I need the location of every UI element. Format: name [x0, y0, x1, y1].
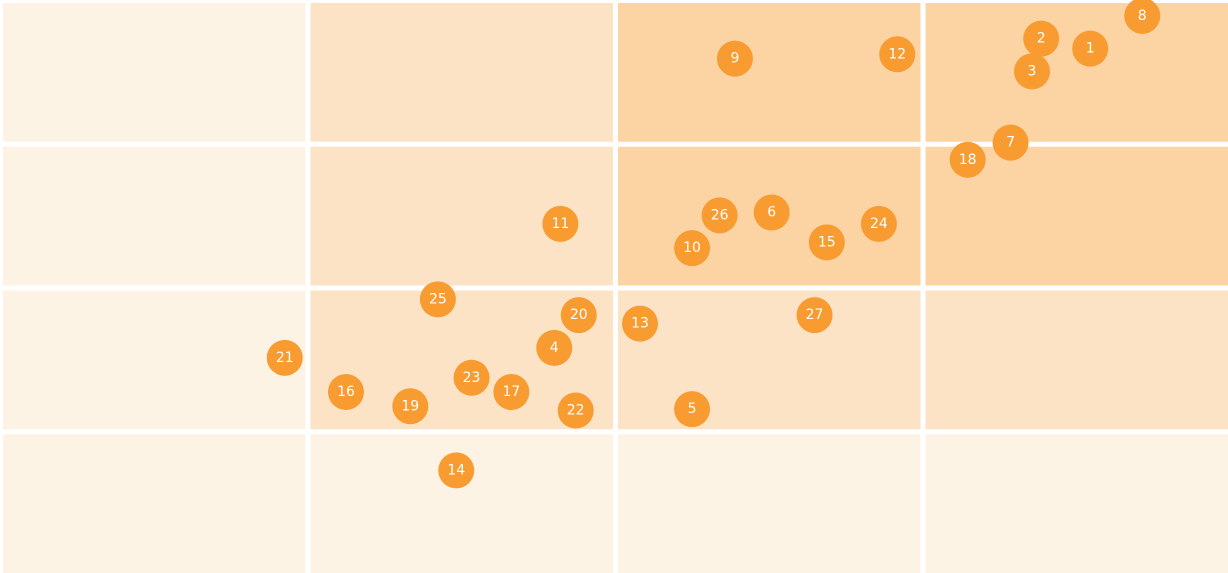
data-point-marker	[542, 205, 579, 242]
grid-cell-r4-c1	[3, 434, 306, 573]
data-point-label: 20	[570, 307, 588, 323]
data-point-13: 13	[622, 305, 658, 342]
data-point-label: 2	[1037, 31, 1046, 47]
data-point-label: 24	[870, 216, 888, 232]
data-point-label: 26	[711, 207, 729, 223]
data-point-label: 3	[1028, 63, 1037, 79]
data-point-14: 14	[438, 452, 475, 489]
data-point-8: 8	[1124, 0, 1161, 34]
data-point-marker	[753, 194, 790, 231]
data-point-marker	[557, 392, 594, 429]
data-point-marker	[536, 329, 573, 366]
data-point-marker	[266, 339, 303, 376]
grid-cell-r1-c4	[925, 3, 1228, 142]
grid-cell-r1-c2	[310, 3, 613, 142]
data-point-25: 25	[419, 281, 456, 318]
data-point-26: 26	[701, 197, 738, 234]
data-point-16: 16	[328, 374, 364, 411]
data-point-20: 20	[560, 297, 597, 334]
data-point-label: 10	[683, 240, 701, 256]
data-point-label: 23	[463, 370, 481, 386]
grid-cell-r4-c4	[925, 434, 1228, 573]
data-point-label: 21	[276, 350, 294, 366]
data-point-7: 7	[992, 124, 1029, 161]
data-point-marker	[949, 141, 986, 178]
data-point-27: 27	[796, 297, 833, 334]
data-point-10: 10	[674, 230, 711, 267]
data-point-5: 5	[674, 391, 711, 428]
data-point-marker	[796, 297, 833, 334]
data-point-11: 11	[542, 205, 579, 242]
data-point-marker	[992, 124, 1029, 161]
data-point-12: 12	[879, 36, 916, 73]
data-point-23: 23	[453, 359, 490, 396]
data-point-2: 2	[1023, 20, 1060, 57]
data-point-label: 14	[447, 462, 465, 478]
data-point-marker	[328, 374, 364, 411]
data-point-label: 4	[550, 340, 559, 356]
data-point-marker	[701, 197, 738, 234]
data-point-21: 21	[266, 339, 303, 376]
data-point-label: 5	[688, 401, 697, 417]
data-point-3: 3	[1014, 53, 1050, 90]
data-point-marker	[716, 40, 753, 77]
data-point-15: 15	[808, 224, 845, 261]
data-point-marker	[1014, 53, 1050, 90]
data-point-marker	[419, 281, 456, 318]
data-point-label: 16	[337, 384, 355, 400]
data-point-label: 13	[631, 316, 649, 332]
data-point-marker	[1023, 20, 1060, 57]
data-point-label: 25	[429, 291, 447, 307]
data-point-17: 17	[493, 374, 530, 411]
grid-cell-r3-c1	[3, 290, 306, 430]
data-point-label: 15	[818, 234, 836, 250]
data-point-1: 1	[1072, 30, 1109, 67]
grid-cell-r1-c1	[3, 3, 306, 142]
data-point-6: 6	[753, 194, 790, 231]
data-point-marker	[879, 36, 916, 73]
data-point-label: 9	[730, 51, 739, 67]
data-point-label: 18	[959, 152, 977, 168]
data-point-marker	[1072, 30, 1109, 67]
data-point-marker	[808, 224, 845, 261]
data-point-label: 19	[401, 398, 419, 414]
data-point-marker	[560, 297, 597, 334]
grid-cell-r2-c1	[3, 146, 306, 286]
data-point-18: 18	[949, 141, 986, 178]
data-point-marker	[1124, 0, 1161, 34]
grid-cell-r3-c3	[618, 290, 921, 430]
data-point-marker	[453, 359, 490, 396]
data-point-label: 7	[1006, 135, 1015, 151]
data-point-24: 24	[860, 205, 897, 242]
data-point-marker	[392, 388, 429, 425]
data-point-label: 6	[767, 204, 776, 220]
data-point-marker	[674, 230, 711, 267]
data-point-marker	[860, 205, 897, 242]
data-point-22: 22	[557, 392, 594, 429]
data-point-label: 11	[551, 216, 569, 232]
data-point-label: 12	[888, 46, 906, 62]
grid-cells	[3, 3, 1228, 573]
data-point-label: 8	[1138, 8, 1147, 24]
data-point-9: 9	[716, 40, 753, 77]
data-point-marker	[493, 374, 530, 411]
data-point-marker	[438, 452, 475, 489]
data-point-marker	[674, 391, 711, 428]
data-point-label: 1	[1086, 41, 1095, 57]
data-point-label: 27	[806, 307, 824, 323]
data-point-marker	[622, 305, 658, 342]
data-point-label: 17	[502, 384, 520, 400]
data-point-label: 22	[567, 403, 585, 419]
grid-cell-r4-c3	[618, 434, 921, 573]
grid-cell-r3-c4	[925, 290, 1228, 430]
grid-cell-r1-c3	[618, 3, 921, 142]
data-point-4: 4	[536, 329, 573, 366]
data-point-19: 19	[392, 388, 429, 425]
